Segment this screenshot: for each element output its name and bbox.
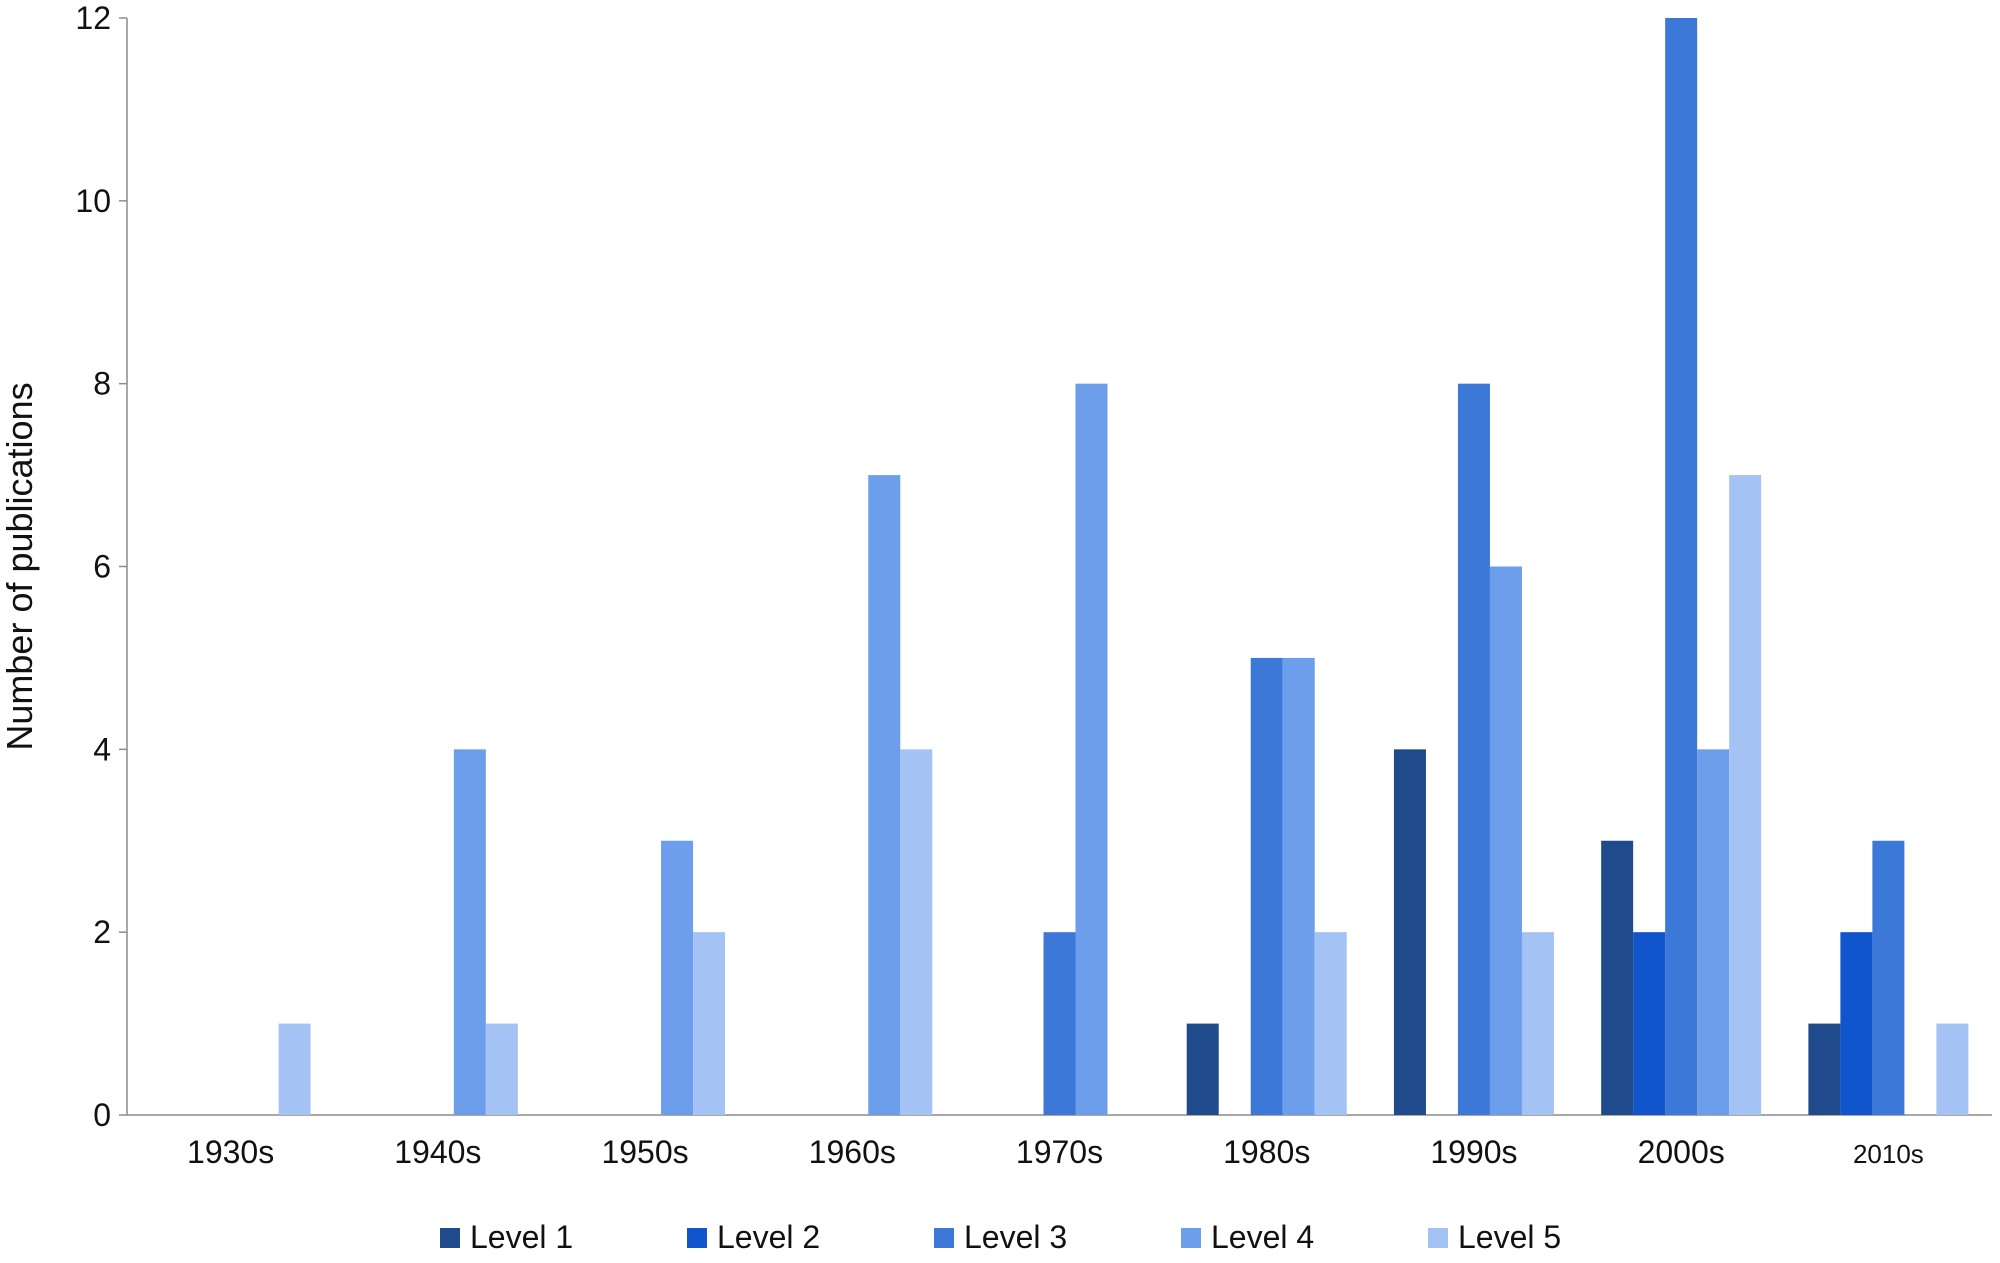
legend: Level 1 Level 2 Level 3 Level 4 Level 5	[440, 1219, 1561, 1255]
bar	[485, 1023, 518, 1115]
bar	[1075, 383, 1108, 1116]
bar	[1808, 1023, 1841, 1115]
bar	[661, 840, 694, 1115]
y-tick-label: 12	[75, 0, 111, 36]
x-tick-label: 1990s	[1430, 1134, 1517, 1170]
bar	[278, 1023, 311, 1115]
bar	[1840, 932, 1873, 1115]
y-tick-label: 4	[93, 731, 111, 767]
bar	[1250, 657, 1283, 1115]
x-tick-label: 1950s	[601, 1134, 688, 1170]
x-tick-label: 1980s	[1223, 1134, 1310, 1170]
bar	[1665, 18, 1698, 1115]
x-tick-label: 1970s	[1016, 1134, 1103, 1170]
x-tick-label: 1940s	[394, 1134, 481, 1170]
bar	[1872, 840, 1905, 1115]
y-tick-label: 10	[75, 183, 111, 219]
legend-swatch	[1428, 1228, 1448, 1248]
y-tick-label: 8	[93, 366, 111, 402]
bar	[1489, 566, 1522, 1115]
bar	[1729, 475, 1762, 1115]
bar	[1393, 749, 1426, 1115]
bar	[1521, 932, 1554, 1115]
x-tick-label: 1930s	[187, 1134, 274, 1170]
bar	[1936, 1023, 1969, 1115]
legend-swatch	[934, 1228, 954, 1248]
bar	[1697, 749, 1730, 1115]
y-tick-label: 2	[93, 914, 111, 950]
bar	[868, 475, 901, 1115]
legend-label: Level 4	[1211, 1219, 1314, 1255]
bar	[1043, 932, 1076, 1115]
x-tick-label: 2000s	[1638, 1134, 1725, 1170]
legend-swatch	[1181, 1228, 1201, 1248]
bar	[1457, 383, 1490, 1116]
legend-swatch	[440, 1228, 460, 1248]
legend-swatch	[687, 1228, 707, 1248]
x-tick-label: 2010s	[1853, 1139, 1924, 1169]
x-tick-label: 1960s	[809, 1134, 896, 1170]
bar	[1282, 657, 1315, 1115]
legend-label: Level 1	[470, 1219, 573, 1255]
bar	[1601, 840, 1634, 1115]
plot-area: 0 2 4 6 8 10 12 1930s 1940s 1950s 1960s 1970s 1980s 1…	[75, 0, 1992, 1170]
bar	[693, 932, 726, 1115]
legend-label: Level 5	[1458, 1219, 1561, 1255]
bar	[453, 749, 486, 1115]
bar	[1186, 1023, 1219, 1115]
y-axis-title: Number of publications	[0, 382, 40, 750]
y-tick-label: 0	[93, 1097, 111, 1133]
legend-label: Level 3	[964, 1219, 1067, 1255]
bar	[1633, 932, 1666, 1115]
legend-label: Level 2	[717, 1219, 820, 1255]
bar	[1314, 932, 1347, 1115]
bar	[900, 749, 933, 1115]
y-tick-label: 6	[93, 549, 111, 585]
